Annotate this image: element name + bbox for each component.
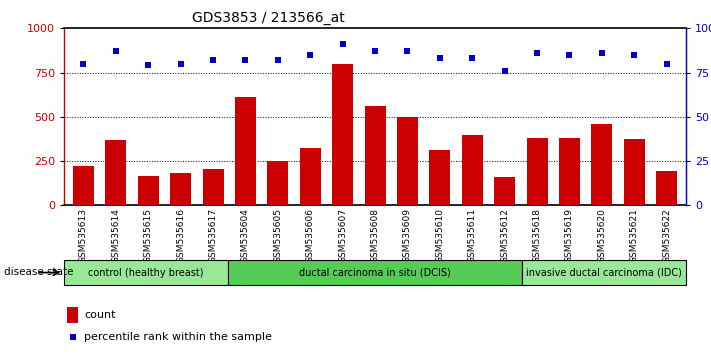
Point	[110, 48, 122, 54]
Bar	[592, 124, 612, 205]
Point	[77, 61, 89, 67]
Text: count: count	[84, 310, 115, 320]
Bar	[365, 106, 385, 205]
Bar	[523, 260, 686, 285]
Bar	[332, 64, 353, 205]
Bar	[527, 138, 547, 205]
Bar	[170, 172, 191, 205]
Point	[208, 57, 219, 63]
Bar	[73, 166, 94, 205]
Bar	[559, 138, 580, 205]
Point	[67, 334, 78, 339]
Text: GSM535606: GSM535606	[306, 208, 315, 263]
Bar	[300, 148, 321, 205]
Text: disease state: disease state	[4, 267, 73, 277]
Point	[337, 41, 348, 47]
Text: GDS3853 / 213566_at: GDS3853 / 213566_at	[192, 11, 345, 25]
Text: GSM535611: GSM535611	[468, 208, 477, 263]
Point	[402, 48, 413, 54]
Text: GSM535614: GSM535614	[112, 208, 120, 263]
Bar	[228, 260, 523, 285]
Point	[434, 56, 446, 61]
Text: GSM535619: GSM535619	[565, 208, 574, 263]
Bar	[105, 140, 127, 205]
Point	[466, 56, 478, 61]
Bar	[656, 171, 677, 205]
Point	[661, 61, 673, 67]
Text: GSM535616: GSM535616	[176, 208, 185, 263]
Text: GSM535615: GSM535615	[144, 208, 153, 263]
Text: GSM535610: GSM535610	[435, 208, 444, 263]
Text: GSM535618: GSM535618	[533, 208, 542, 263]
Bar	[267, 161, 289, 205]
Text: GSM535622: GSM535622	[662, 208, 671, 263]
Point	[304, 52, 316, 58]
Bar	[429, 150, 450, 205]
Point	[142, 63, 154, 68]
Text: GSM535608: GSM535608	[370, 208, 380, 263]
Text: control (healthy breast): control (healthy breast)	[88, 268, 203, 278]
Bar	[67, 307, 78, 323]
Bar	[461, 135, 483, 205]
Point	[531, 50, 542, 56]
Text: GSM535617: GSM535617	[208, 208, 218, 263]
Text: ductal carcinoma in situ (DCIS): ductal carcinoma in situ (DCIS)	[299, 268, 451, 278]
Bar	[624, 139, 645, 205]
Point	[240, 57, 251, 63]
Point	[370, 48, 381, 54]
Bar	[138, 176, 159, 205]
Text: invasive ductal carcinoma (IDC): invasive ductal carcinoma (IDC)	[526, 268, 682, 278]
Bar	[494, 177, 515, 205]
Text: percentile rank within the sample: percentile rank within the sample	[84, 332, 272, 342]
Bar	[203, 169, 223, 205]
Bar	[397, 117, 418, 205]
Bar	[235, 97, 256, 205]
Point	[272, 57, 284, 63]
Text: GSM535604: GSM535604	[241, 208, 250, 263]
Text: GSM535609: GSM535609	[403, 208, 412, 263]
Text: GSM535612: GSM535612	[500, 208, 509, 263]
Point	[629, 52, 640, 58]
Text: GSM535621: GSM535621	[630, 208, 638, 263]
Bar	[64, 260, 228, 285]
Point	[597, 50, 608, 56]
Text: GSM535607: GSM535607	[338, 208, 347, 263]
Point	[564, 52, 575, 58]
Point	[175, 61, 186, 67]
Point	[499, 68, 510, 74]
Text: GSM535605: GSM535605	[273, 208, 282, 263]
Text: GSM535613: GSM535613	[79, 208, 88, 263]
Text: GSM535620: GSM535620	[597, 208, 606, 263]
